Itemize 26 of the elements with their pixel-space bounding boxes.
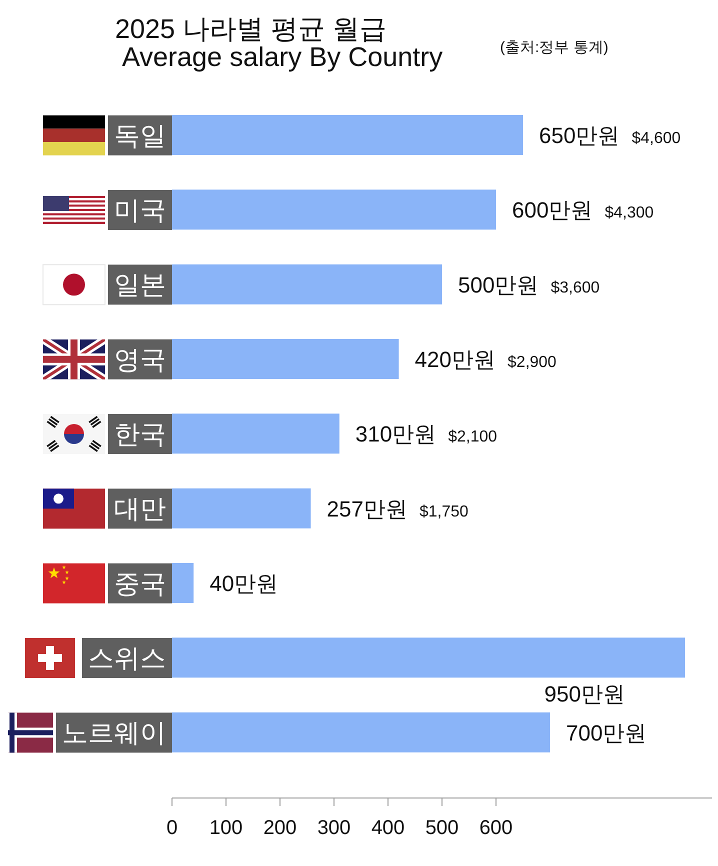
x-tick-label: 300: [317, 817, 351, 840]
x-tick-label: 200: [263, 817, 297, 840]
y-tick-label: 독일: [114, 120, 166, 150]
text: (출처:정부 통계): [500, 38, 608, 57]
data-label: 600만원 $4,300: [512, 198, 654, 223]
data-label: 420만원 $2,900: [414, 347, 557, 372]
data-label: 310만원 $2,100: [355, 422, 498, 447]
y-tick-label: 일본: [114, 270, 166, 300]
data-label: 500만원 $3,600: [458, 272, 600, 298]
data-label: 700만원: [566, 720, 647, 746]
x-tick-label: 100: [209, 817, 243, 840]
data-label: 257만원 $1,750: [326, 496, 469, 522]
y-tick-label: 대만: [114, 494, 166, 524]
y-tick-label: 노르웨이: [62, 718, 166, 748]
x-tick-label: 500: [425, 817, 459, 840]
data-label: 950만원: [544, 682, 626, 707]
x-tick-label: 400: [371, 817, 405, 840]
data-label: 650만원 $4,600: [539, 123, 681, 148]
y-tick-label: 미국: [114, 195, 166, 225]
x-tick-label: 0: [166, 817, 178, 840]
x-tick-label: 600: [479, 817, 513, 840]
y-tick-label: 스위스: [88, 643, 166, 673]
data-label: 40만원: [210, 571, 278, 596]
y-tick-label: 영국: [114, 344, 166, 374]
y-tick-label: 한국: [114, 419, 166, 449]
y-tick-label: 중국: [114, 568, 166, 598]
